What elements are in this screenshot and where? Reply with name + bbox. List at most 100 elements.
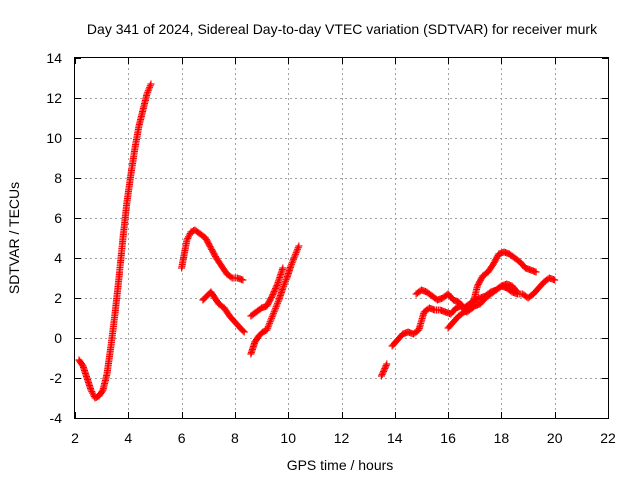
y-tick-labels: -4 -2 0 2 4 6 8 10 12 14 <box>46 50 62 426</box>
x-tick-label: 2 <box>71 430 79 446</box>
data-point <box>185 231 193 239</box>
data-point <box>383 360 391 368</box>
y-tick-label: -2 <box>50 370 63 386</box>
plot-frame <box>74 57 609 419</box>
data-point <box>280 282 288 290</box>
data-point <box>272 303 280 311</box>
data-point <box>271 286 279 294</box>
y-axis-label: SDTVAR / TECUs <box>6 182 22 294</box>
x-tick-label: 12 <box>334 430 350 446</box>
data-point <box>378 371 386 378</box>
x-tick-label: 22 <box>600 430 616 446</box>
series-arc-4 <box>247 242 303 358</box>
data-point <box>288 259 296 267</box>
chart-title: Day 341 of 2024, Sidereal Day-to-day VTE… <box>87 21 598 37</box>
y-tick-label: 12 <box>46 90 62 106</box>
series-arc-6 <box>377 360 391 380</box>
data-point <box>89 389 97 397</box>
data-point <box>146 82 154 90</box>
data-point <box>270 289 278 297</box>
data-point <box>381 363 389 371</box>
x-tick-label: 16 <box>440 430 456 446</box>
axis-ticks <box>75 58 609 419</box>
data-point <box>513 288 521 296</box>
data-point <box>264 324 272 332</box>
data-point <box>266 319 274 327</box>
x-tick-label: 4 <box>124 430 132 446</box>
data-point <box>512 287 520 295</box>
data-point <box>273 301 281 309</box>
data-point <box>291 252 299 260</box>
data-point <box>532 268 540 276</box>
x-tick-label: 10 <box>280 430 296 446</box>
series-arc-5 <box>247 264 287 320</box>
data-point <box>282 277 290 285</box>
data-point <box>273 282 281 289</box>
data-point <box>379 368 387 375</box>
y-tick-label: 14 <box>46 50 62 66</box>
data-point <box>288 260 296 268</box>
y-tick-label: 0 <box>54 330 62 346</box>
data-point <box>146 83 154 91</box>
y-tick-label: 4 <box>54 250 62 266</box>
data-point <box>377 372 385 380</box>
data-point <box>287 262 295 270</box>
x-tick-label: 8 <box>231 430 239 446</box>
y-tick-label: -4 <box>50 410 63 426</box>
x-tick-label: 18 <box>494 430 510 446</box>
data-point <box>268 314 276 322</box>
data-point <box>551 276 559 284</box>
data-point <box>272 285 280 292</box>
y-tick-label: 2 <box>54 290 62 306</box>
data-point <box>379 369 387 377</box>
data-point <box>263 326 271 334</box>
data-point <box>269 311 277 319</box>
data-point <box>279 264 287 272</box>
y-tick-label: 8 <box>54 170 62 186</box>
data-point <box>289 257 297 265</box>
data-point <box>281 279 289 287</box>
data-point <box>227 273 235 281</box>
x-tick-labels: 2 4 6 8 10 12 14 16 18 20 22 <box>71 430 616 446</box>
y-tick-label: 6 <box>54 210 62 226</box>
series-arc-2 <box>178 226 247 284</box>
data-point <box>292 250 300 258</box>
y-tick-label: 10 <box>46 130 62 146</box>
data-point <box>279 284 287 292</box>
data-point <box>143 90 151 98</box>
series-arc-3 <box>199 288 248 336</box>
data-point <box>270 309 278 317</box>
series-arc-9 <box>444 280 521 332</box>
data-point <box>145 85 153 93</box>
data-point <box>87 386 95 394</box>
data-point <box>185 233 193 241</box>
data-point <box>264 323 272 331</box>
data-point <box>290 255 298 263</box>
data-point <box>290 254 298 262</box>
x-tick-label: 6 <box>178 430 186 446</box>
data-point <box>271 306 279 314</box>
data-point <box>381 365 389 372</box>
data-point <box>147 80 155 88</box>
data-point <box>184 234 192 242</box>
data-point <box>270 288 278 295</box>
grid <box>75 58 608 418</box>
data-point <box>239 276 247 284</box>
data-point <box>292 249 300 257</box>
data-point <box>272 304 280 312</box>
data-point <box>295 242 303 250</box>
x-axis-label: GPS time / hours <box>287 457 394 473</box>
data-point <box>269 291 277 298</box>
data-point <box>274 299 282 307</box>
series-arc-8 <box>412 274 559 312</box>
data-point <box>294 244 302 252</box>
data-point <box>270 308 278 316</box>
data-point <box>240 328 248 336</box>
data-point <box>382 362 390 369</box>
data-point <box>274 298 282 306</box>
data-point <box>144 88 152 96</box>
x-tick-label: 14 <box>387 430 403 446</box>
data-point <box>268 313 276 321</box>
data-point <box>265 321 273 329</box>
